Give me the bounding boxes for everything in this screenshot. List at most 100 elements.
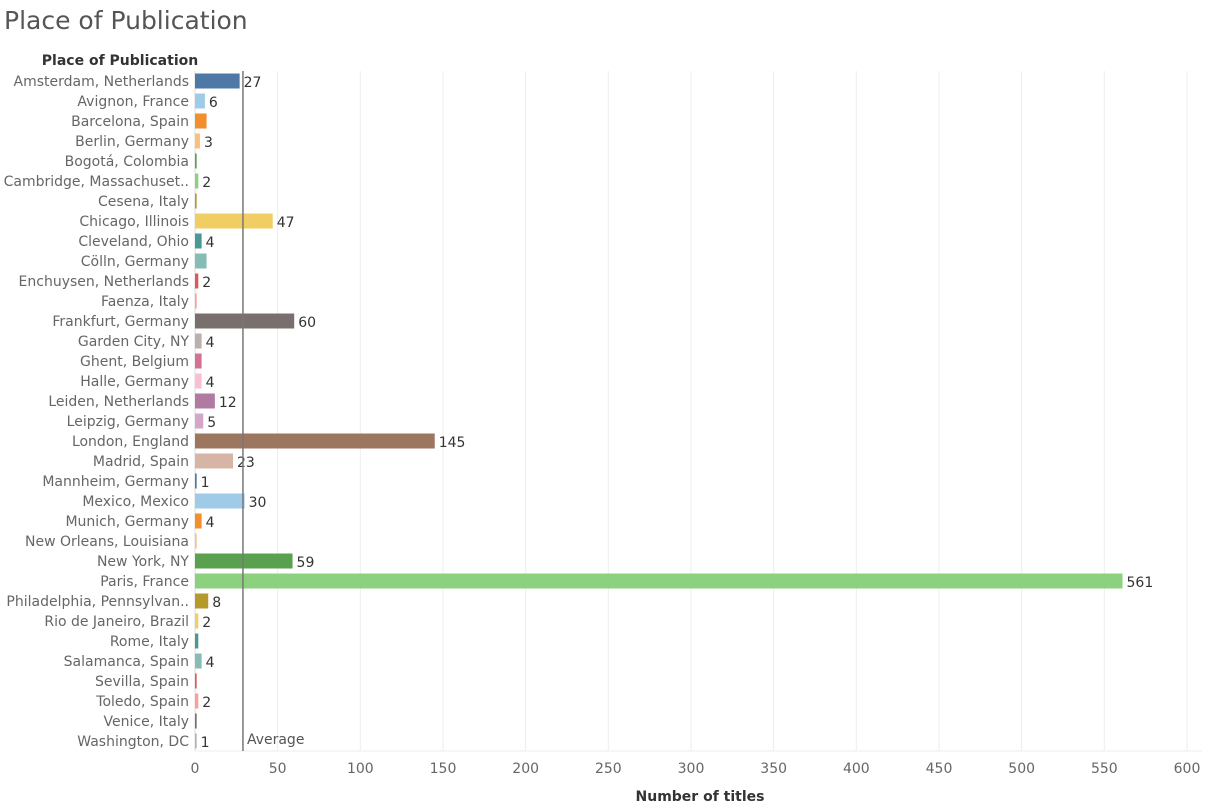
bar[interactable] [195,113,207,129]
category-label: Cölln, Germany [81,254,189,270]
bar[interactable] [195,593,209,609]
category-label: Sevilla, Spain [95,674,189,690]
category-label: Paris, France [100,574,189,590]
bars-group [195,73,1123,749]
category-label: Ghent, Belgium [80,354,189,370]
value-label: 12 [219,395,237,411]
value-label: 4 [206,515,215,531]
category-labels: Amsterdam, Netherlands Avignon, France Bar… [4,74,190,750]
value-label: 47 [277,215,295,231]
category-label: Garden City, NY [78,334,190,350]
bar[interactable] [195,93,205,109]
x-tick-label: 300 [678,761,705,777]
bar[interactable] [195,693,199,709]
bar[interactable] [195,293,197,309]
bar[interactable] [195,213,273,229]
x-tick-label: 500 [1008,761,1035,777]
category-label: London, England [72,434,189,450]
category-label: Rio de Janeiro, Brazil [44,614,189,630]
category-label: Amsterdam, Netherlands [14,74,189,90]
bar[interactable] [195,393,215,409]
category-label: Leiden, Netherlands [48,394,189,410]
category-label: New Orleans, Louisiana [25,534,189,550]
bar[interactable] [195,373,202,389]
bar[interactable] [195,473,197,489]
bar[interactable] [195,733,197,749]
value-label: 4 [206,335,215,351]
gridlines [194,71,1202,752]
value-label: 2 [202,695,211,711]
value-label: 60 [298,315,316,331]
bar[interactable] [195,193,197,209]
bar[interactable] [195,433,435,449]
bar[interactable] [195,613,199,629]
value-label: 4 [206,375,215,391]
bar[interactable] [195,273,199,289]
category-label: Halle, Germany [80,374,189,390]
value-label: 6 [209,95,218,111]
category-label: Enchuysen, Netherlands [19,274,189,290]
category-label: Rome, Italy [110,634,189,650]
x-tick-label: 200 [512,761,539,777]
value-label: 561 [1127,575,1154,591]
y-axis-title: Place of Publication [42,53,198,69]
bar[interactable] [195,73,240,89]
category-label: Avignon, France [77,94,189,110]
category-label: Barcelona, Spain [71,114,189,130]
value-label: 5 [207,415,216,431]
bar[interactable] [195,553,293,569]
x-axis-title: Number of titles [636,789,765,805]
bar[interactable] [195,533,197,549]
average-label: Average [247,732,304,748]
bar[interactable] [195,353,202,369]
category-label: Munich, Germany [65,514,189,530]
value-label: 2 [202,615,211,631]
category-label: Venice, Italy [104,714,189,730]
bar[interactable] [195,313,295,329]
value-label: 8 [212,595,221,611]
value-label: 2 [202,275,211,291]
category-label: Frankfurt, Germany [52,314,189,330]
bar[interactable] [195,633,199,649]
value-label: 27 [244,75,262,91]
x-tick-label: 50 [269,761,287,777]
x-tick-label: 350 [760,761,787,777]
bar[interactable] [195,233,202,249]
bar[interactable] [195,713,197,729]
bar[interactable] [195,253,207,269]
category-label: Washington, DC [77,734,189,750]
x-tick-label: 550 [1091,761,1118,777]
category-label: New York, NY [97,554,189,570]
page-title: Place of Publication [4,6,248,35]
value-label: 30 [249,495,267,511]
category-label: Cleveland, Ohio [78,234,189,250]
bar[interactable] [195,573,1123,589]
bar[interactable] [195,453,234,469]
bar[interactable] [195,513,202,529]
x-tick-label: 100 [347,761,374,777]
bar[interactable] [195,153,197,169]
x-tick-label: 400 [843,761,870,777]
category-label: Berlin, Germany [75,134,189,150]
category-label: Mexico, Mexico [82,494,189,510]
x-tick-label: 450 [926,761,953,777]
bar[interactable] [195,173,199,189]
category-label: Chicago, Illinois [79,214,189,230]
category-label: Faenza, Italy [101,294,189,310]
value-label: 23 [237,455,255,471]
bar[interactable] [195,333,202,349]
bar[interactable] [195,133,200,149]
bar[interactable] [195,653,202,669]
category-label: Toledo, Spain [95,694,189,710]
category-label: Mannheim, Germany [42,474,189,490]
x-tick-label: 600 [1174,761,1201,777]
value-label: 2 [202,175,211,191]
category-label: Salamanca, Spain [64,654,189,670]
bar[interactable] [195,673,197,689]
bar[interactable] [195,413,204,429]
bar[interactable] [195,493,245,509]
x-tick-label: 150 [430,761,457,777]
category-label: Bogotá, Colombia [65,154,189,170]
